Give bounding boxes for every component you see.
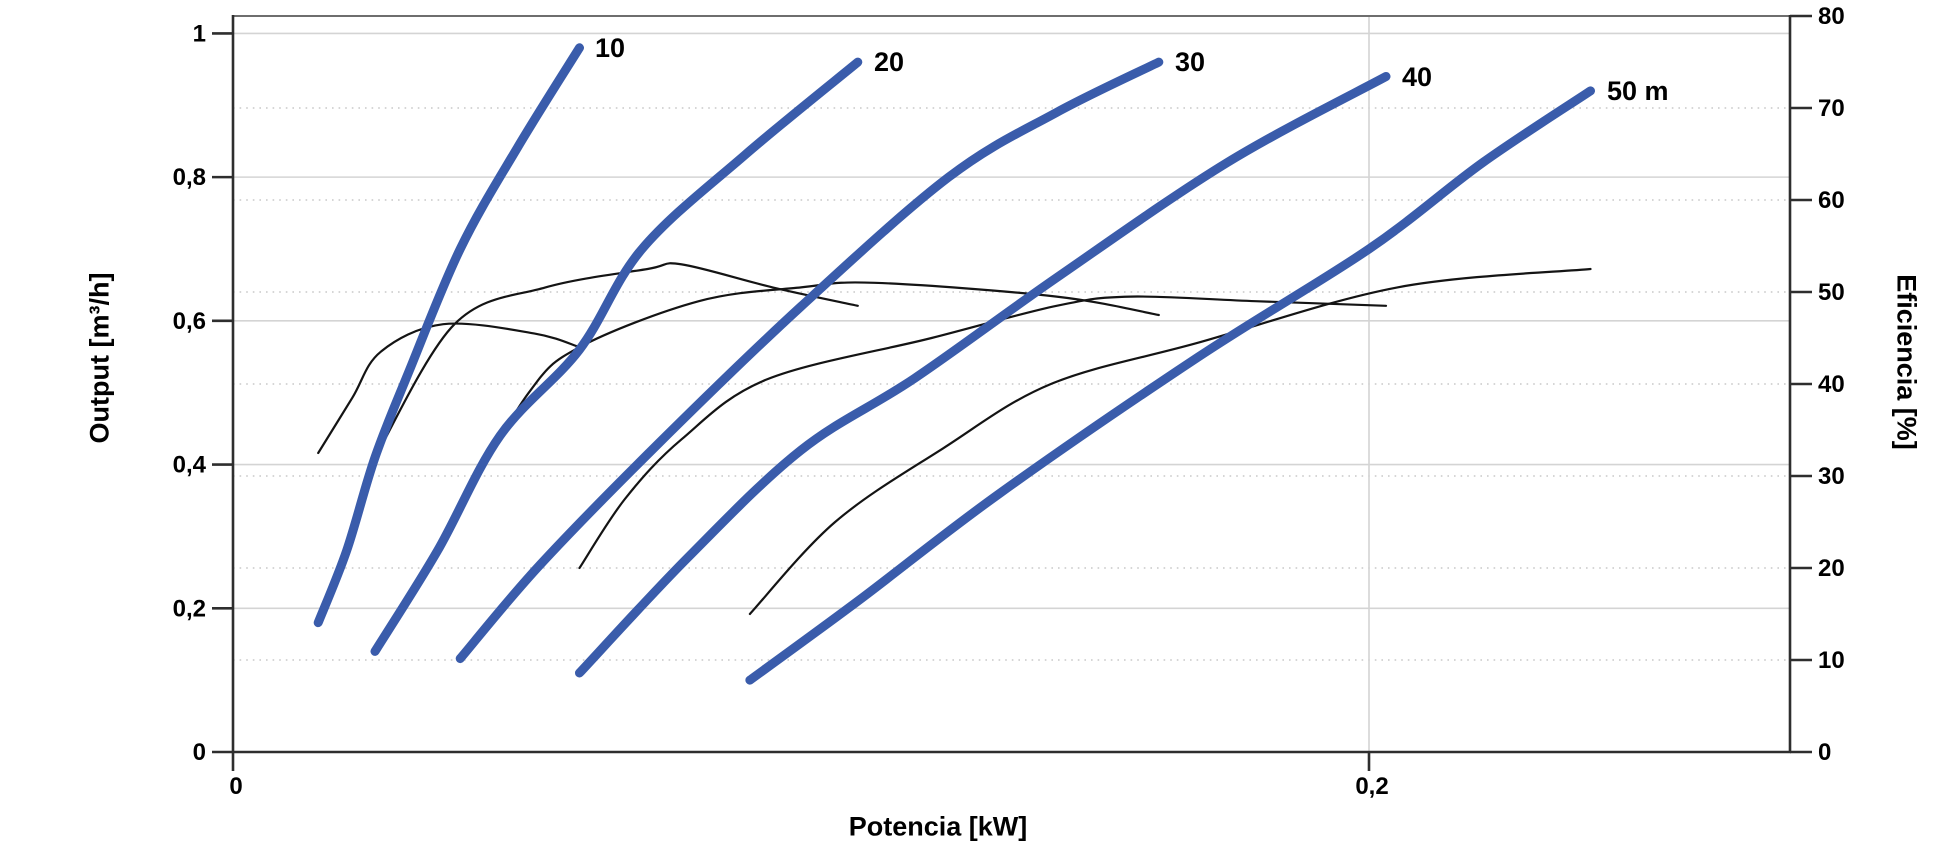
left-axis-tick-label: 0,6 [173,308,206,335]
left-axis-tick-label: 0,2 [173,595,206,622]
right-axis-title: Eficiencia [%] [1891,274,1922,450]
efficiency-curve-10m [317,322,581,455]
right-axis-tick-label: 20 [1818,555,1845,582]
pump-curve-label-40m: 40 [1402,62,1432,92]
left-axis-title: Output [m³/h] [84,272,115,444]
right-axis-tick-label: 10 [1818,647,1845,674]
pump-curve-label-20m: 20 [874,47,904,77]
pump-curve-20m [370,57,863,656]
right-axis-tick-label: 70 [1818,95,1845,122]
left-axis-tick-label: 0 [193,739,206,766]
pump-curve-10m [313,43,584,628]
right-axis-tick-label: 30 [1818,463,1845,490]
x-axis-tick-label: 0,2 [1355,773,1388,800]
right-axis-tick-label: 80 [1818,3,1845,30]
right-axis-tick-label: 60 [1818,187,1845,214]
x-axis-title: Potencia [kW] [848,811,1028,842]
efficiency-curve-40m [578,295,1388,570]
pump-curve-50m [745,86,1595,685]
left-axis-tick-label: 1 [193,20,206,47]
left-axis-tick-label: 0,8 [173,164,206,191]
right-axis-tick-label: 40 [1818,371,1845,398]
pump-curve-label-50m: 50 m [1607,76,1669,106]
pump-curve-40m [574,72,1391,678]
pump-curve-30m [455,57,1164,664]
x-axis-tick-label: 0 [229,773,242,800]
right-axis-tick-label: 0 [1818,739,1831,766]
efficiency-curve-50m [748,267,1592,616]
right-axis-tick-label: 50 [1818,279,1845,306]
efficiency-curve-30m [459,281,1160,510]
left-axis-tick-label: 0,4 [173,452,207,479]
pump-curve-label-30m: 30 [1175,47,1205,77]
pump-curve-label-10m: 10 [595,33,625,63]
